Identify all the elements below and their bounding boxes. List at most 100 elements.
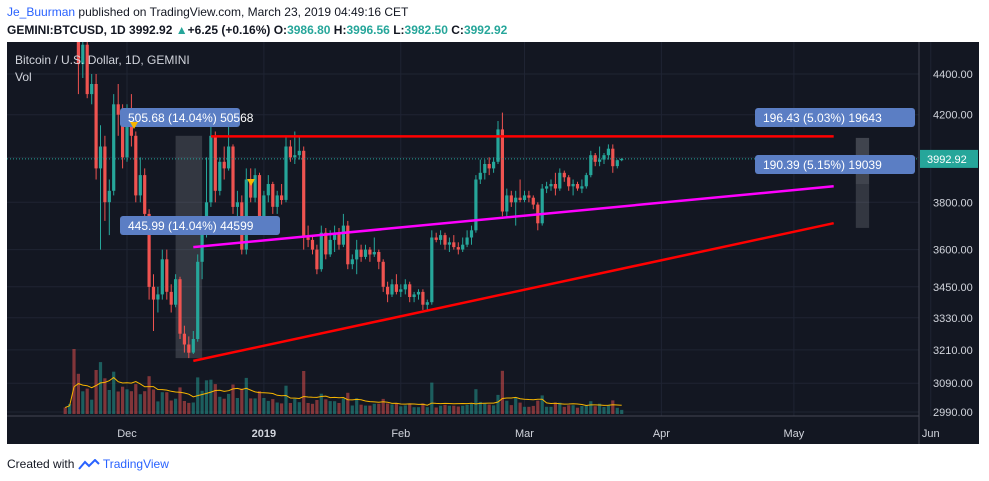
candle-body[interactable]: [310, 239, 315, 250]
candle-body[interactable]: [319, 232, 323, 270]
candle-body[interactable]: [218, 161, 222, 191]
candle-body[interactable]: [107, 190, 111, 203]
tradingview-brand[interactable]: TradingView: [102, 457, 169, 471]
candle-body[interactable]: [98, 146, 103, 169]
candle-body[interactable]: [399, 289, 403, 292]
candle-body[interactable]: [562, 172, 566, 178]
candle-body[interactable]: [151, 286, 156, 300]
candle-body[interactable]: [143, 175, 147, 214]
candle-body[interactable]: [606, 148, 610, 156]
candle-body[interactable]: [483, 164, 487, 173]
candle-body[interactable]: [558, 172, 562, 189]
mid-trend-trend-line[interactable]: [193, 185, 834, 249]
candle-body[interactable]: [134, 135, 138, 196]
candle-body[interactable]: [302, 150, 306, 238]
price-chart[interactable]: 505.68 (14.04%) 50568 445.99 (14.04%) 445…: [7, 0, 979, 444]
candle-body[interactable]: [196, 261, 200, 339]
candle-body[interactable]: [615, 160, 619, 167]
candle-body[interactable]: [549, 184, 553, 187]
candle-body[interactable]: [403, 284, 407, 290]
candle-body[interactable]: [505, 195, 509, 212]
candle-body[interactable]: [456, 247, 460, 250]
candle-body[interactable]: [386, 286, 390, 295]
candle-body[interactable]: [257, 175, 262, 217]
candle-body[interactable]: [209, 135, 213, 203]
candle-body[interactable]: [138, 175, 142, 196]
candle-body[interactable]: [567, 177, 571, 187]
candle-body[interactable]: [571, 184, 575, 187]
candle-body[interactable]: [231, 146, 235, 207]
candle-body[interactable]: [324, 232, 328, 255]
candle-body[interactable]: [293, 155, 297, 158]
candle-body[interactable]: [430, 237, 434, 303]
candle-body[interactable]: [306, 237, 310, 240]
candle-body[interactable]: [121, 114, 125, 158]
candle-body[interactable]: [253, 175, 257, 198]
candle-body[interactable]: [112, 104, 116, 191]
candle-body[interactable]: [553, 184, 557, 189]
candle-body[interactable]: [443, 235, 447, 245]
candle-body[interactable]: [275, 195, 279, 207]
candle-body[interactable]: [527, 195, 531, 198]
candle-body[interactable]: [421, 291, 425, 305]
candle-body[interactable]: [416, 291, 421, 295]
candle-body[interactable]: [425, 302, 429, 305]
candle-body[interactable]: [478, 172, 482, 180]
author-link[interactable]: Je_Buurman: [7, 5, 76, 19]
candle-body[interactable]: [328, 239, 332, 255]
candle-body[interactable]: [575, 184, 580, 189]
candle-body[interactable]: [227, 146, 231, 169]
candle-body[interactable]: [522, 195, 527, 200]
candle-body[interactable]: [434, 237, 438, 240]
candle-body[interactable]: [85, 44, 89, 95]
candle-body[interactable]: [147, 213, 151, 287]
candle-body[interactable]: [531, 197, 535, 205]
candle-body[interactable]: [394, 284, 398, 292]
candle-body[interactable]: [461, 244, 465, 250]
candle-body[interactable]: [182, 333, 186, 345]
candle-body[interactable]: [377, 252, 381, 262]
candle-body[interactable]: [412, 294, 416, 297]
candle-body[interactable]: [518, 197, 522, 200]
candle-body[interactable]: [469, 230, 474, 238]
candle-body[interactable]: [174, 279, 178, 305]
candle-body[interactable]: [160, 259, 164, 295]
candle-body[interactable]: [271, 184, 275, 207]
candle-body[interactable]: [249, 179, 253, 198]
candle-body[interactable]: [474, 179, 478, 231]
candle-body[interactable]: [90, 84, 94, 95]
candle-body[interactable]: [116, 104, 120, 115]
candle-body[interactable]: [187, 344, 191, 353]
candle-body[interactable]: [315, 249, 319, 270]
candle-body[interactable]: [620, 158, 624, 161]
candle-body[interactable]: [602, 155, 606, 160]
candle-body[interactable]: [341, 225, 345, 245]
candle-body[interactable]: [333, 232, 337, 240]
candle-body[interactable]: [284, 146, 288, 200]
support-trend-line[interactable]: [193, 221, 834, 363]
candle-body[interactable]: [346, 225, 350, 265]
candle-body[interactable]: [350, 259, 354, 265]
candle-body[interactable]: [191, 339, 195, 353]
candle-body[interactable]: [611, 148, 615, 167]
candle-body[interactable]: [540, 188, 544, 224]
chart-panel[interactable]: 505.68 (14.04%) 50568 445.99 (14.04%) 445…: [7, 0, 979, 444]
candle-body[interactable]: [487, 164, 491, 169]
candle-body[interactable]: [103, 146, 107, 203]
candle-body[interactable]: [492, 161, 496, 169]
candle-body[interactable]: [368, 249, 372, 255]
candle-body[interactable]: [381, 261, 385, 287]
candle-body[interactable]: [125, 114, 129, 158]
candle-body[interactable]: [500, 129, 504, 212]
candle-body[interactable]: [169, 291, 173, 305]
candle-body[interactable]: [262, 195, 266, 217]
candle-body[interactable]: [363, 249, 368, 257]
candle-body[interactable]: [408, 284, 412, 297]
candle-body[interactable]: [598, 159, 602, 162]
candle-body[interactable]: [222, 161, 226, 169]
candle-body[interactable]: [509, 195, 513, 203]
candle-body[interactable]: [372, 252, 376, 255]
candle-body[interactable]: [235, 202, 239, 207]
candle-body[interactable]: [514, 197, 518, 203]
candle-body[interactable]: [545, 186, 549, 189]
